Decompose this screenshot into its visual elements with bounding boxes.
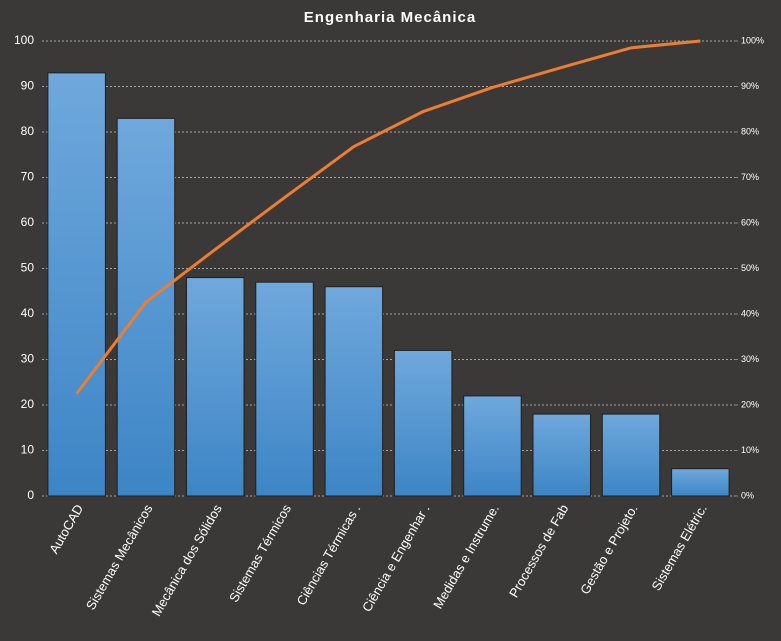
y2-tick-label: 60%: [741, 217, 759, 227]
y2-tick-label: 10%: [741, 445, 759, 455]
y-tick-label: 0: [27, 488, 34, 502]
bar: [116, 117, 176, 497]
bar: [393, 349, 453, 497]
y-tick-label: 30: [21, 352, 35, 366]
y2-tick-label: 50%: [741, 263, 759, 273]
y-tick-label: 40: [21, 306, 35, 320]
bar: [185, 277, 245, 497]
y2-tick-label: 80%: [741, 126, 759, 136]
bar: [601, 413, 661, 497]
y-tick-label: 70: [21, 170, 35, 184]
y2-tick-label: 0%: [741, 490, 754, 500]
bar: [47, 72, 106, 497]
y2-tick-label: 90%: [741, 81, 759, 91]
y-tick-label: 100: [14, 33, 34, 47]
bar: [255, 281, 314, 497]
chart-title: Engenharia Mecânica: [304, 9, 476, 26]
y-tick-label: 10: [21, 443, 35, 457]
bar: [532, 413, 592, 497]
bar: [324, 286, 384, 497]
y2-tick-label: 20%: [741, 399, 759, 409]
y-tick-label: 20: [21, 397, 35, 411]
y-tick-label: 80: [21, 124, 35, 138]
y-tick-label: 60: [21, 215, 35, 229]
y2-tick-label: 70%: [741, 172, 759, 182]
y-tick-label: 50: [21, 261, 35, 275]
y-tick-label: 90: [21, 79, 35, 93]
pareto-line: [75, 39, 701, 395]
y2-tick-label: 40%: [741, 308, 759, 318]
y2-tick-label: 100%: [741, 35, 764, 45]
bar: [463, 395, 522, 497]
y2-tick-label: 30%: [741, 354, 759, 364]
bar: [671, 468, 730, 497]
